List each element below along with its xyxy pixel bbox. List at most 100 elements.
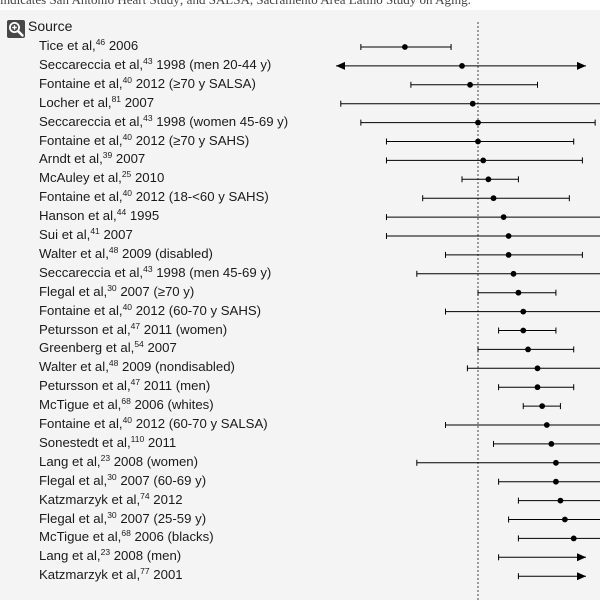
study-detail: 2006 — [105, 38, 139, 53]
point-estimate — [557, 497, 564, 504]
study-author: Petursson et al, — [39, 321, 131, 337]
study-author: Walter et al, — [39, 245, 109, 261]
study-detail: 1998 (men 45-69 y) — [152, 264, 272, 280]
study-author: Petursson et al, — [39, 378, 131, 394]
column-header-source: Source — [28, 18, 73, 34]
study-label: Katzmarzyk et al,77 2001 — [39, 567, 183, 583]
study-label: Sui et al,41 2007 — [39, 227, 133, 243]
study-author: Fontaine et al, — [39, 132, 123, 148]
zoom-button[interactable] — [7, 20, 25, 38]
study-label: Seccareccia et al,43 1998 (men 45-69 y) — [39, 265, 271, 281]
study-author: Sui et al, — [39, 227, 91, 242]
study-reference-number: 40 — [122, 301, 133, 312]
point-estimate — [485, 176, 492, 183]
study-reference-number: 43 — [143, 112, 153, 123]
study-label: Fontaine et al,40 2012 (≥70 y SALSA) — [39, 76, 256, 92]
study-detail: 2011 (men) — [140, 378, 211, 394]
study-label: Hanson et al,44 1995 — [39, 208, 159, 224]
study-author: Locher et al, — [39, 94, 112, 110]
caption-fragment: indicates San Antonio Heart Study; and S… — [0, 0, 471, 8]
study-detail: 1998 (men 20-44 y) — [152, 56, 272, 72]
study-reference-number: 40 — [122, 131, 133, 142]
study-author: Flegal et al, — [39, 472, 108, 488]
point-estimate — [475, 138, 481, 145]
point-estimate — [401, 44, 408, 50]
study-reference-number: 110 — [130, 433, 145, 444]
study-reference-number: 47 — [130, 377, 141, 388]
point-estimate — [561, 516, 568, 523]
study-detail: 2012 (≥70 y SALSA) — [132, 75, 256, 91]
study-detail: 2012 (18-<60 y SAHS) — [132, 189, 269, 205]
study-reference-number: 40 — [122, 74, 133, 85]
point-estimate — [510, 270, 517, 277]
point-estimate — [534, 384, 541, 391]
study-label: Seccareccia et al,43 1998 (men 20-44 y) — [39, 57, 271, 73]
study-detail: 2011 — [144, 434, 177, 450]
study-detail: 2011 (women) — [140, 321, 228, 337]
study-detail: 2012 (60-70 y SALSA) — [132, 416, 268, 431]
study-label: Flegal et al,30 2007 (≥70 y) — [39, 282, 195, 300]
study-detail: 2007 (≥70 y) — [116, 283, 195, 299]
study-detail: 2009 (nondisabled) — [118, 359, 235, 375]
ci-arrow-right — [577, 61, 586, 70]
study-reference-number: 30 — [107, 282, 117, 293]
study-label: Katzmarzyk et al,74 2012 — [39, 490, 183, 508]
magnifier-plus-icon — [9, 22, 24, 37]
study-detail: 2008 (women) — [110, 453, 199, 469]
study-detail: 1998 (women 45-69 y) — [152, 113, 289, 129]
study-author: Katzmarzyk et al, — [39, 491, 141, 507]
point-estimate — [525, 346, 531, 353]
study-label: Lang et al,23 2008 (women) — [39, 454, 198, 470]
study-detail: 1995 — [126, 208, 160, 224]
study-author: Fontaine et al, — [39, 302, 123, 318]
study-reference-number: 77 — [140, 566, 150, 577]
caption-strip: indicates San Antonio Heart Study; and S… — [0, 0, 600, 10]
study-detail: 2012 (≥70 y SAHS) — [132, 132, 250, 148]
study-author: Seccareccia et al, — [39, 56, 144, 72]
point-estimate — [459, 63, 465, 69]
study-reference-number: 74 — [140, 490, 150, 501]
study-reference-number: 23 — [100, 547, 111, 558]
study-label: Petursson et al,47 2011 (women) — [39, 321, 228, 338]
point-estimate — [475, 119, 481, 126]
study-label: Arndt et al,39 2007 — [39, 151, 145, 167]
point-estimate — [548, 441, 555, 447]
study-author: Fontaine et al, — [39, 189, 123, 205]
study-label: Fontaine et al,40 2012 (≥70 y SAHS) — [39, 131, 250, 149]
ci-arrow-right — [577, 572, 586, 581]
ci-arrow-right — [577, 553, 586, 562]
study-author: McTigue et al, — [39, 529, 122, 545]
point-estimate — [520, 327, 527, 334]
point-estimate — [553, 478, 559, 485]
point-estimate — [534, 365, 541, 372]
point-estimate — [520, 308, 527, 315]
study-detail: 2007 — [112, 151, 146, 167]
study-label: Walter et al,48 2009 (disabled) — [39, 246, 213, 262]
point-estimate — [543, 422, 550, 428]
point-estimate — [505, 252, 512, 258]
study-author: Fontaine et al, — [39, 75, 123, 91]
study-reference-number: 43 — [143, 55, 153, 66]
study-author: Flegal et al, — [39, 283, 108, 299]
study-reference-number: 40 — [122, 415, 133, 425]
study-detail: 2010 — [131, 170, 165, 186]
study-detail: 2008 (men) — [110, 548, 182, 564]
study-reference-number: 39 — [102, 150, 113, 161]
study-detail: 2012 — [149, 491, 183, 507]
study-author: Seccareccia et al, — [39, 113, 144, 129]
study-author: Tice et al, — [39, 38, 96, 53]
study-label: Flegal et al,30 2007 (60-69 y) — [39, 472, 206, 489]
study-detail: 2009 (disabled) — [118, 245, 213, 261]
study-label: Locher et al,81 2007 — [39, 94, 155, 111]
study-detail: 2007 — [121, 94, 155, 110]
study-label: Seccareccia et al,43 1998 (women 45-69 y… — [39, 112, 289, 130]
point-estimate — [490, 195, 497, 202]
study-label: Flegal et al,30 2007 (25-59 y) — [39, 510, 206, 527]
study-detail: 2007 — [99, 227, 133, 242]
point-estimate — [469, 100, 476, 107]
study-author: Arndt et al, — [39, 151, 103, 167]
study-author: Flegal et al, — [39, 510, 108, 526]
figure-panel — [0, 10, 600, 600]
study-reference-number: 41 — [90, 226, 100, 236]
